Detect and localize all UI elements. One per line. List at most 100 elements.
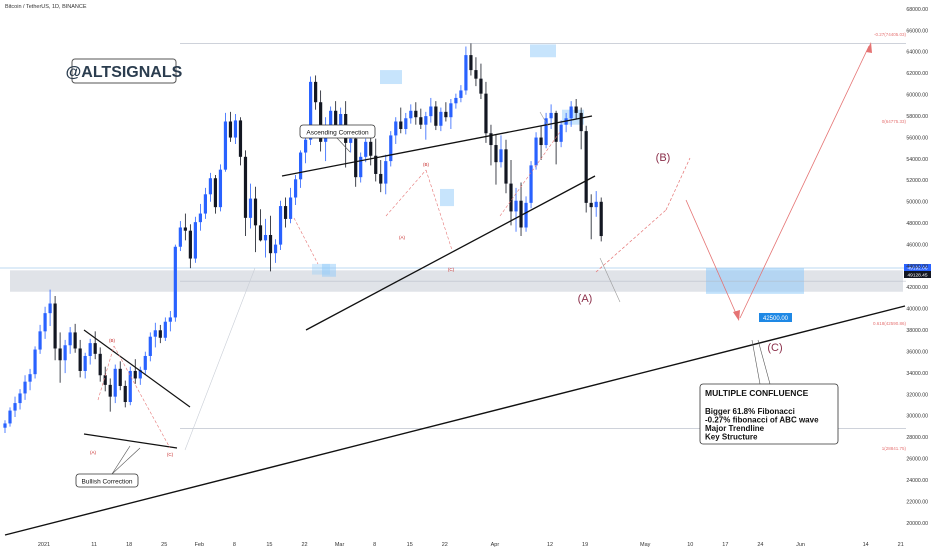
support-guide	[184, 267, 256, 451]
candle-body	[449, 103, 453, 118]
candle	[83, 352, 87, 379]
candle-body	[414, 110, 418, 118]
candle-body	[319, 102, 323, 142]
candle	[579, 107, 583, 150]
candle-body	[118, 368, 122, 386]
candle-body	[98, 353, 102, 376]
candle	[208, 172, 213, 202]
symbol-header: Bitcoin / TetherUS, 1D, BINANCE	[5, 4, 87, 10]
watermark-box: @ALTSIGNALS	[66, 58, 183, 84]
candle-body	[404, 118, 408, 129]
confluence-line-4: Key Structure	[705, 433, 758, 442]
candle-body	[223, 121, 228, 170]
candle-body	[233, 120, 238, 138]
x-tick-label: 24	[757, 542, 763, 548]
candle	[419, 108, 423, 129]
candle	[183, 213, 187, 241]
candle-body	[364, 141, 368, 157]
x-tick-label: 25	[161, 542, 167, 548]
y-tick-label: 68000.00	[906, 7, 928, 13]
candle-body	[243, 156, 248, 218]
candle-body	[253, 198, 258, 226]
x-tick-label: 21	[898, 542, 904, 548]
candle	[594, 191, 598, 217]
candle	[68, 327, 72, 354]
candle-body	[589, 202, 593, 208]
x-axis: 2021 11 18 25 Feb 8 15 22 Mar 8 15 22 Apr 12 19 May 10 17…	[38, 542, 904, 548]
wave-c-label: (C)	[767, 342, 782, 354]
candle	[28, 368, 32, 391]
candle-body	[128, 370, 132, 403]
candle	[409, 104, 413, 124]
low-highlight-3	[312, 263, 330, 275]
y-tick-label: 32000.00	[906, 392, 928, 398]
candle-body	[53, 303, 57, 349]
x-tick-label: 18	[126, 542, 132, 548]
candle-body	[549, 112, 553, 119]
candle	[223, 112, 228, 172]
candle-body	[529, 165, 533, 203]
candle	[364, 138, 368, 163]
y-tick-label: 26000.00	[906, 457, 928, 463]
x-tick-label: 22	[301, 542, 307, 548]
x-tick-label: 19	[582, 542, 588, 548]
candle	[238, 117, 243, 166]
candle-body	[534, 137, 538, 166]
y-tick-label: 50000.00	[906, 200, 928, 206]
candle-body	[78, 348, 82, 371]
projection-down	[685, 199, 739, 319]
y-tick-label: 40000.00	[906, 307, 928, 313]
candle	[559, 120, 563, 148]
confluence-title: MULTIPLE CONFLUENCE	[705, 388, 809, 398]
candle	[173, 244, 177, 322]
candle-body	[444, 111, 448, 118]
wave-a-pointer	[599, 257, 621, 303]
candle-body	[424, 116, 428, 125]
candle	[399, 107, 403, 134]
candle-body	[8, 410, 12, 424]
candle-body	[439, 111, 443, 126]
y-tick-label: 52000.00	[906, 178, 928, 184]
candle-body	[454, 97, 458, 104]
candle	[258, 209, 263, 242]
candle	[379, 160, 383, 193]
candle-body	[369, 141, 373, 156]
candle	[534, 132, 538, 170]
candle	[504, 139, 508, 194]
x-tick-label: Mar	[335, 542, 345, 548]
candle	[263, 218, 268, 258]
candle	[374, 138, 378, 182]
candle	[143, 351, 147, 375]
candle-body	[38, 331, 42, 350]
candle-body	[43, 313, 47, 332]
candle	[319, 90, 323, 152]
dashed-abc-right-2	[665, 157, 691, 211]
candle	[599, 197, 603, 242]
candle	[203, 187, 207, 219]
candle	[354, 131, 358, 187]
candle	[93, 331, 97, 360]
y-tick-label: 28000.00	[906, 435, 928, 441]
candle-body	[238, 120, 243, 157]
candle-body	[479, 78, 483, 94]
candle	[113, 364, 117, 404]
candle	[193, 216, 197, 263]
candle	[123, 380, 127, 408]
x-tick-label: Apr	[491, 542, 500, 548]
candle-body	[163, 321, 167, 338]
candle-body	[354, 138, 358, 178]
candle-body	[273, 244, 278, 254]
candle	[198, 203, 202, 231]
candle	[454, 93, 458, 109]
y-tick-label: 44000.00	[906, 264, 928, 270]
candle-body	[153, 330, 157, 337]
candle-body	[23, 381, 27, 394]
last-price-tags: 49192.06 49128.45	[904, 264, 931, 279]
candle	[63, 339, 67, 374]
candle	[519, 182, 523, 237]
y-tick-label: 58000.00	[906, 114, 928, 120]
candle-series	[3, 43, 603, 434]
x-tick-label: Jun	[796, 542, 805, 548]
candle-body	[143, 355, 147, 370]
